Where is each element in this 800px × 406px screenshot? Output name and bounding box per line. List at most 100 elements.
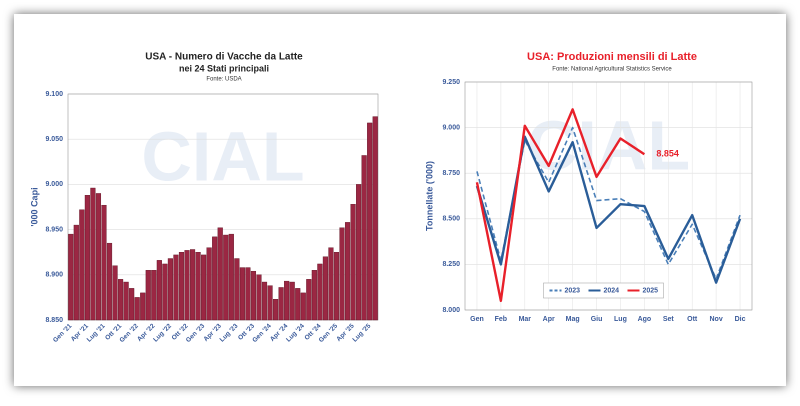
bar <box>267 285 273 321</box>
y-tick-label: 9.000 <box>442 124 460 131</box>
x-tick-label: Set <box>663 316 675 323</box>
bar <box>90 187 96 321</box>
bar <box>201 254 207 321</box>
bar <box>212 236 218 321</box>
y-tick-label: 8.250 <box>442 261 460 268</box>
watermark: CIAL <box>527 106 690 184</box>
chart-title: USA: Produzioni mensili di Latte <box>527 51 697 63</box>
bar <box>123 281 129 321</box>
legend-box <box>543 282 664 299</box>
bar <box>167 258 173 321</box>
y-tick-label: 8.900 <box>45 272 63 279</box>
bar <box>84 195 90 321</box>
bar <box>328 247 334 321</box>
bar <box>217 227 223 321</box>
bar <box>156 260 162 321</box>
y-tick-label: 8.950 <box>45 226 63 233</box>
y-axis-label: '000 Capi <box>29 187 39 226</box>
bar <box>300 292 306 321</box>
bar <box>278 287 284 321</box>
bar <box>195 251 201 321</box>
legend-label: 2025 <box>643 287 659 294</box>
bar <box>239 267 245 321</box>
y-tick-label: 8.750 <box>442 170 460 177</box>
bar <box>68 233 74 321</box>
bar <box>367 122 373 321</box>
y-axis-label: Tonnellate ('000) <box>424 161 434 231</box>
legend-label: 2024 <box>604 287 620 294</box>
bar <box>350 204 356 321</box>
x-tick-label: Dic <box>735 316 746 323</box>
chart-title: USA - Numero di Vacche da Latte <box>145 52 303 63</box>
bar <box>295 288 301 321</box>
y-tick-label: 8.500 <box>442 216 460 223</box>
x-tick-label: Ago <box>638 316 652 323</box>
bar <box>289 281 295 321</box>
bar <box>79 209 85 321</box>
x-tick-label: Feb <box>495 316 507 323</box>
x-tick-label: Gen <box>470 316 484 323</box>
bar <box>339 227 345 321</box>
y-tick-label: 9.050 <box>45 136 63 143</box>
bar <box>134 297 140 321</box>
bar <box>261 281 268 321</box>
x-tick-label: Nov <box>710 316 723 323</box>
data-label: 8.854 <box>656 149 679 159</box>
bar <box>162 263 168 321</box>
y-tick-label: 9.100 <box>45 91 63 98</box>
bar <box>189 249 196 321</box>
bar <box>245 267 251 321</box>
bar <box>361 155 367 321</box>
x-tick-label: Apr <box>543 316 555 323</box>
x-tick-label: Ott <box>687 316 698 323</box>
bar <box>178 251 185 321</box>
plot-frame <box>67 93 379 321</box>
bar <box>322 256 328 321</box>
chart-source: Fonte: USDA <box>206 77 241 83</box>
bar <box>234 258 240 321</box>
bar <box>206 247 212 321</box>
legend-label: 2023 <box>565 287 581 294</box>
x-tick-label: Lug <box>614 316 627 323</box>
bar <box>333 251 340 321</box>
bar <box>173 254 179 321</box>
y-tick-label: 9.250 <box>442 79 460 86</box>
bar <box>73 224 79 321</box>
bar <box>317 263 323 321</box>
bar <box>145 270 151 321</box>
bar <box>344 222 351 321</box>
watermark: CIAL <box>141 117 304 195</box>
plot-frame <box>464 81 753 311</box>
bar <box>223 234 229 321</box>
bar <box>311 270 317 321</box>
bar <box>112 265 118 321</box>
bar <box>273 299 279 321</box>
x-tick-label: Giu <box>591 316 603 323</box>
bar <box>129 288 135 321</box>
bar <box>356 184 362 321</box>
chart-source: Fonte: National Agricultural Statistics … <box>552 67 672 73</box>
bar <box>306 279 312 321</box>
bar <box>184 250 190 321</box>
bar <box>250 270 257 321</box>
bar <box>151 270 157 321</box>
card <box>14 14 786 386</box>
bar <box>101 204 107 321</box>
chart-subtitle: nei 24 Stati principali <box>179 63 269 73</box>
bar <box>256 274 262 321</box>
bar <box>106 242 113 321</box>
y-tick-label: 8.000 <box>442 307 460 314</box>
bar <box>284 280 290 321</box>
bar <box>118 279 124 321</box>
x-tick-label: Mag <box>566 316 580 323</box>
bar <box>95 193 102 321</box>
bar <box>228 233 234 321</box>
y-tick-label: 9.000 <box>45 181 63 188</box>
series-line <box>475 108 646 303</box>
bar <box>372 116 378 321</box>
y-tick-label: 8.850 <box>45 317 63 324</box>
x-tick-label: Mar <box>519 316 532 323</box>
bar <box>140 292 146 321</box>
